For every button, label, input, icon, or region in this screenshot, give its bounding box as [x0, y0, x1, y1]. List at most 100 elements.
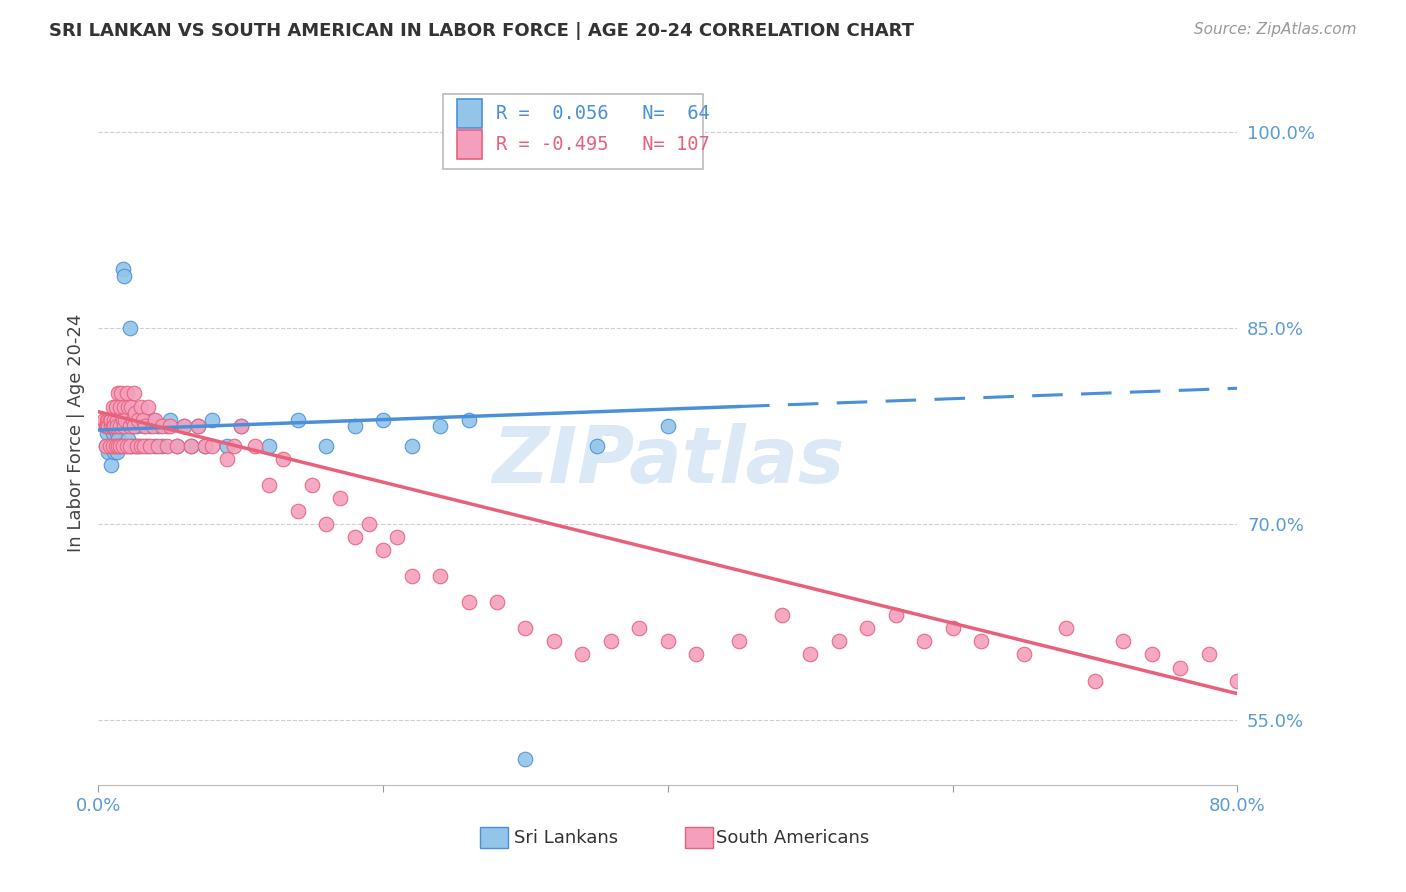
- Point: [112, 400, 135, 414]
- Point: [108, 439, 131, 453]
- Point: [138, 439, 160, 453]
- Point: [125, 439, 148, 453]
- Point: [111, 262, 134, 277]
- Point: [112, 268, 135, 283]
- Point: [187, 419, 209, 434]
- Point: [135, 439, 157, 453]
- Point: [129, 439, 152, 453]
- Point: [401, 439, 423, 453]
- Text: SRI LANKAN VS SOUTH AMERICAN IN LABOR FORCE | AGE 20-24 CORRELATION CHART: SRI LANKAN VS SOUTH AMERICAN IN LABOR FO…: [49, 22, 914, 40]
- Point: [970, 634, 993, 648]
- Point: [94, 419, 117, 434]
- Point: [117, 400, 139, 414]
- Point: [1298, 680, 1320, 694]
- Point: [105, 425, 128, 440]
- Point: [107, 386, 129, 401]
- Point: [201, 412, 224, 426]
- Point: [111, 439, 134, 453]
- Point: [94, 439, 117, 453]
- Point: [134, 419, 156, 434]
- Point: [115, 386, 138, 401]
- Point: [343, 419, 366, 434]
- Point: [129, 412, 152, 426]
- Point: [110, 386, 132, 401]
- Point: [1340, 693, 1362, 707]
- Point: [1140, 648, 1163, 662]
- Point: [600, 634, 623, 648]
- Point: [97, 419, 120, 434]
- Point: [273, 451, 295, 466]
- Point: [1012, 648, 1035, 662]
- Point: [1056, 621, 1078, 635]
- Point: [1198, 648, 1220, 662]
- Point: [122, 419, 145, 434]
- Point: [103, 419, 125, 434]
- Point: [96, 419, 118, 434]
- Point: [96, 412, 118, 426]
- Point: [194, 439, 217, 453]
- Point: [180, 439, 202, 453]
- FancyBboxPatch shape: [685, 827, 713, 848]
- Point: [136, 400, 159, 414]
- Point: [148, 419, 170, 434]
- Point: [94, 419, 117, 434]
- Text: Source: ZipAtlas.com: Source: ZipAtlas.com: [1194, 22, 1357, 37]
- Point: [118, 439, 141, 453]
- Point: [107, 432, 129, 446]
- Point: [101, 425, 124, 440]
- Point: [884, 608, 907, 623]
- Point: [115, 439, 138, 453]
- Point: [100, 412, 122, 426]
- Point: [105, 419, 128, 434]
- Point: [152, 439, 174, 453]
- Point: [122, 386, 145, 401]
- Point: [287, 504, 309, 518]
- Point: [101, 419, 124, 434]
- Point: [97, 412, 120, 426]
- Point: [100, 458, 122, 473]
- Point: [101, 400, 124, 414]
- Point: [515, 621, 537, 635]
- Point: [104, 406, 127, 420]
- Point: [657, 634, 679, 648]
- Point: [129, 400, 152, 414]
- Point: [98, 439, 121, 453]
- Point: [97, 419, 120, 434]
- Point: [187, 419, 209, 434]
- Point: [114, 412, 136, 426]
- Point: [912, 634, 935, 648]
- Point: [259, 478, 281, 492]
- Point: [215, 439, 238, 453]
- Point: [114, 439, 136, 453]
- Point: [1226, 673, 1249, 688]
- Point: [194, 439, 217, 453]
- Point: [100, 419, 122, 434]
- Point: [118, 321, 141, 335]
- Point: [148, 439, 170, 453]
- Y-axis label: In Labor Force | Age 20-24: In Labor Force | Age 20-24: [66, 313, 84, 552]
- Point: [127, 439, 149, 453]
- Point: [117, 432, 139, 446]
- Point: [343, 530, 366, 544]
- Point: [180, 439, 202, 453]
- Point: [97, 445, 120, 459]
- Point: [124, 439, 146, 453]
- Point: [429, 569, 451, 583]
- Point: [138, 419, 160, 434]
- Point: [315, 516, 337, 531]
- Point: [96, 425, 118, 440]
- Point: [373, 412, 395, 426]
- Point: [828, 634, 851, 648]
- Point: [107, 439, 129, 453]
- Point: [301, 478, 323, 492]
- Point: [201, 439, 224, 453]
- Point: [856, 621, 879, 635]
- Point: [585, 439, 607, 453]
- Point: [159, 412, 181, 426]
- Point: [118, 419, 141, 434]
- Point: [131, 412, 153, 426]
- Point: [105, 445, 128, 459]
- Point: [166, 439, 188, 453]
- Text: ZIPatlas: ZIPatlas: [492, 423, 844, 499]
- Point: [124, 406, 146, 420]
